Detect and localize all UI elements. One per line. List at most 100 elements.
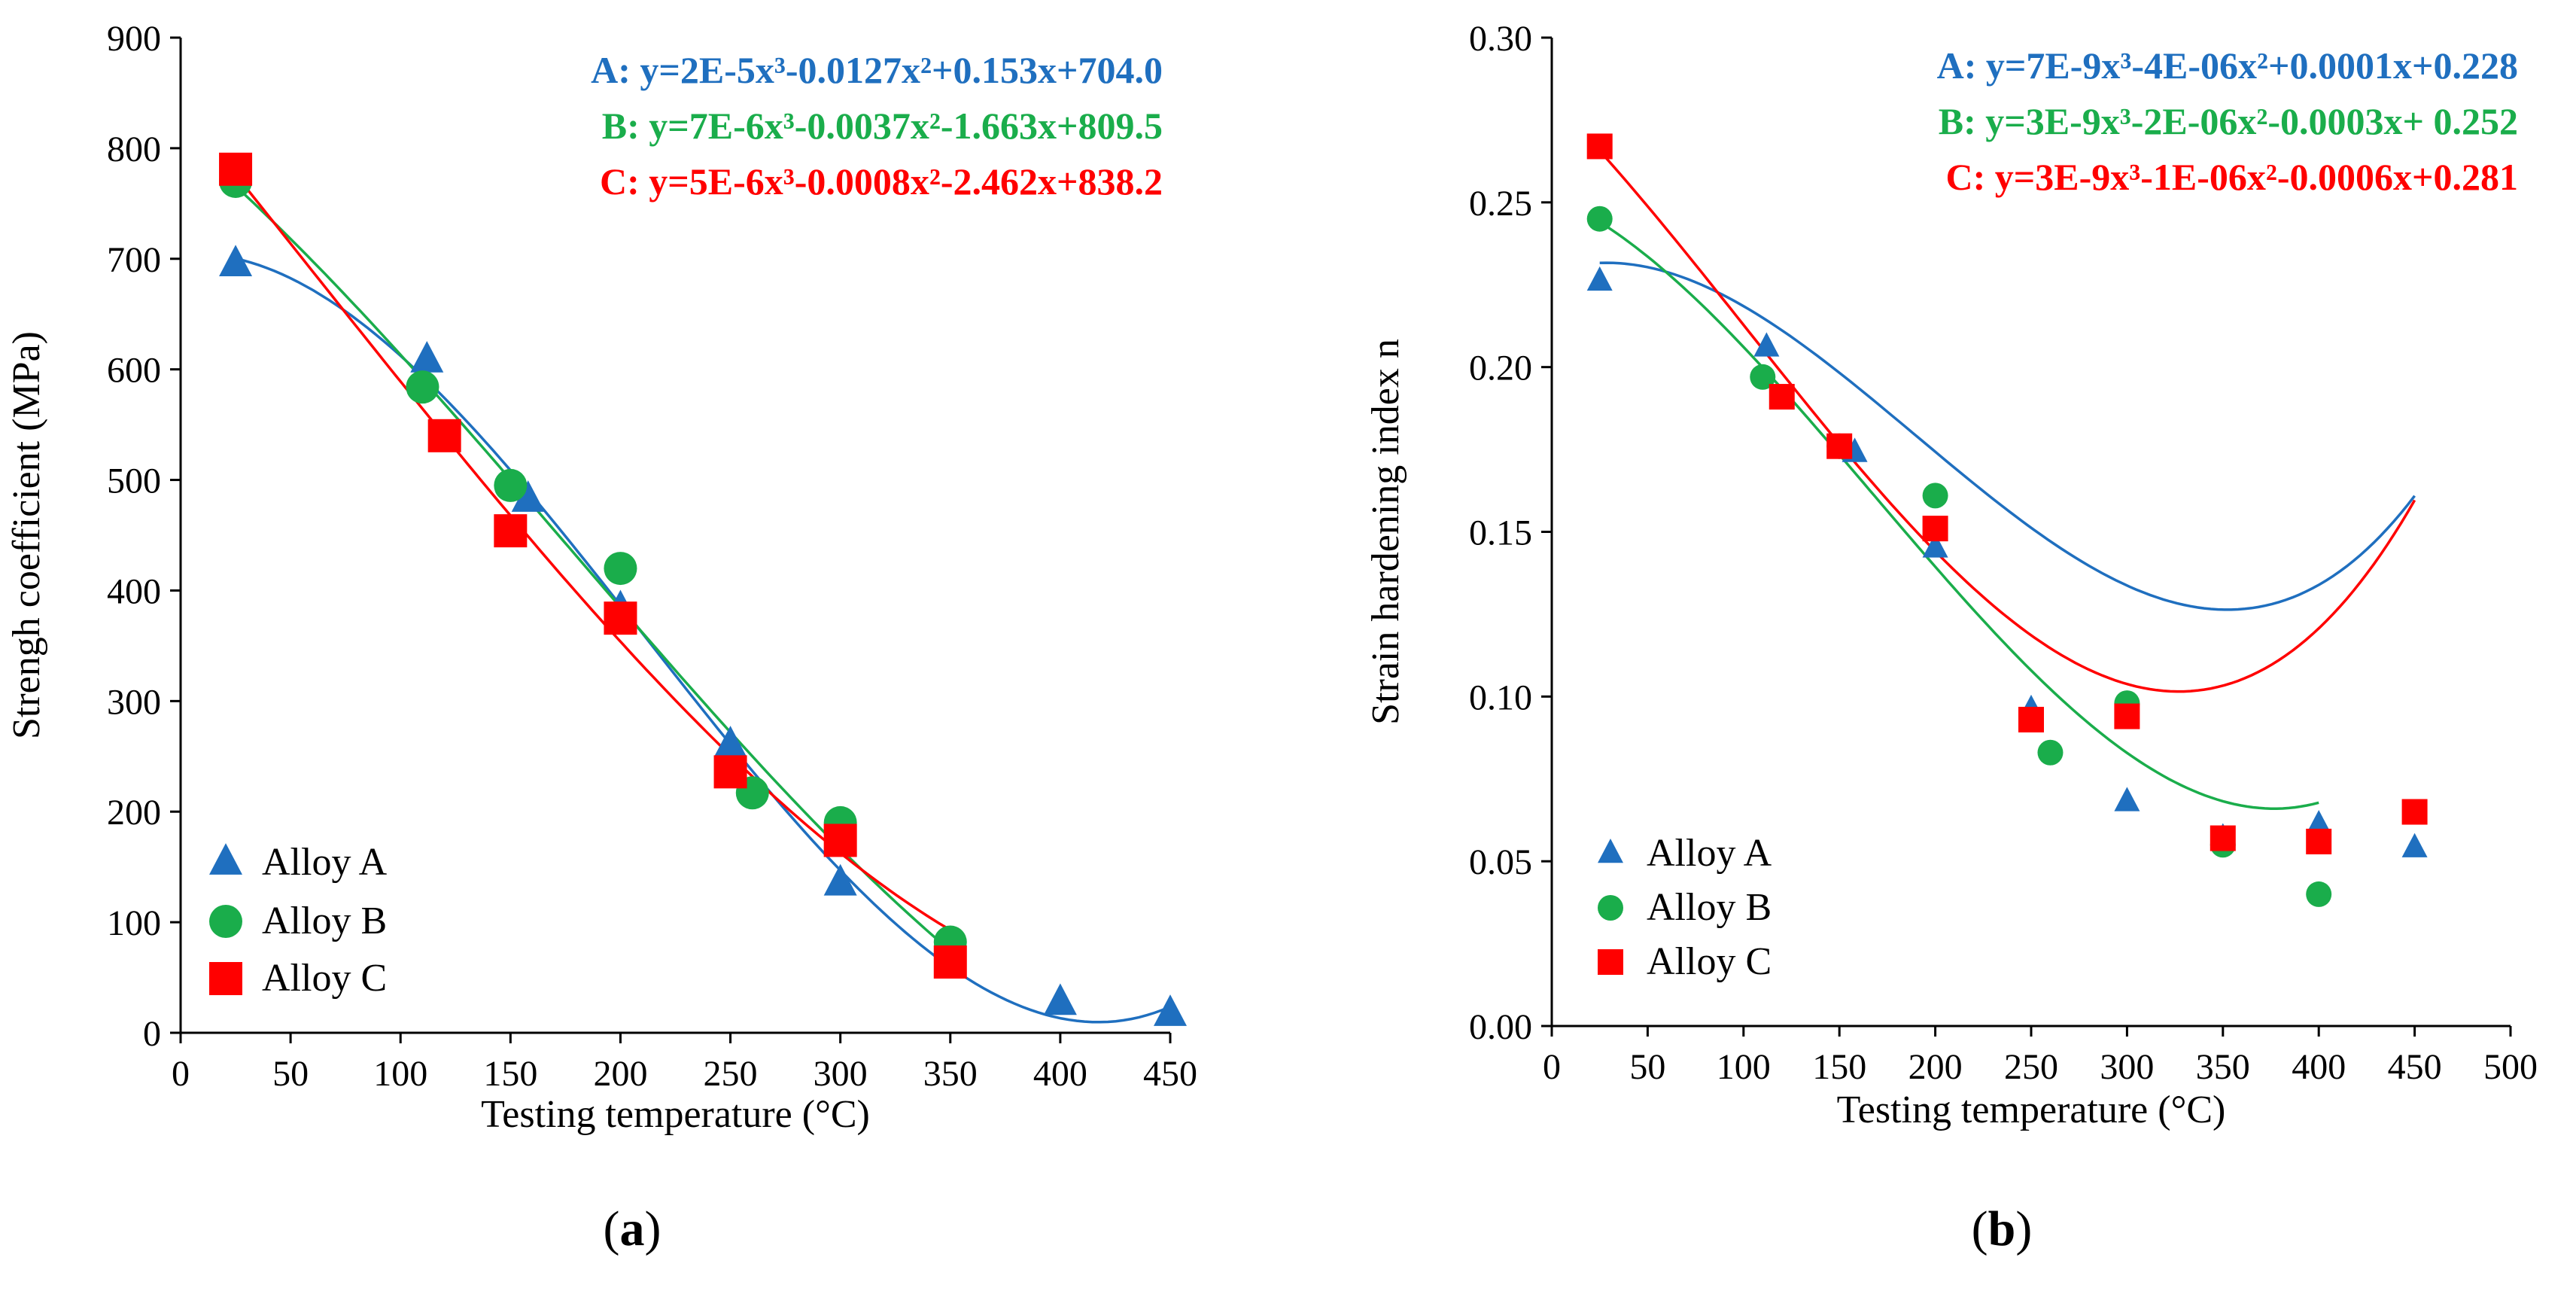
data-point-triangle: [219, 245, 253, 277]
y-tick-label: 0.20: [1469, 349, 1532, 388]
data-point-square: [219, 152, 253, 186]
y-tick-label: 500: [107, 461, 161, 501]
legend-marker-triangle: [1598, 838, 1623, 863]
legend-marker-triangle: [209, 843, 242, 875]
data-point-triangle: [1154, 994, 1187, 1026]
data-point-triangle: [2306, 809, 2332, 835]
x-tick-label: 300: [2100, 1047, 2154, 1087]
data-point-triangle: [1586, 266, 1613, 291]
y-tick-label: 0: [143, 1014, 161, 1054]
data-point-circle: [406, 370, 439, 404]
panel-label: (b): [1972, 1201, 2033, 1256]
fit-equation: A: y=2E-5x³-0.0127x²+0.153x+704.0: [591, 49, 1163, 91]
data-point-square: [1922, 516, 1948, 542]
data-point-circle: [494, 468, 528, 502]
data-point-square: [2306, 828, 2332, 854]
data-point-triangle: [713, 726, 747, 757]
data-point-square: [494, 514, 528, 548]
data-point-circle: [2306, 881, 2332, 907]
y-tick-label: 0.30: [1469, 19, 1532, 59]
fit-equation: A: y=7E-9x³-4E-06x²+0.0001x+0.228: [1937, 44, 2518, 87]
trendline-square: [1598, 150, 2416, 693]
data-point-square: [2018, 706, 2044, 732]
x-tick-label: 250: [2004, 1047, 2058, 1087]
data-point-triangle: [511, 480, 545, 512]
data-point-triangle: [823, 863, 857, 896]
x-axis-title: Testing temperature (°C): [481, 1093, 870, 1136]
fit-equation: C: y=3E-9x³-1E-06x²-0.0006x+0.281: [1945, 156, 2518, 198]
y-tick-label: 0.15: [1469, 513, 1532, 553]
legend-label: Alloy B: [262, 900, 387, 942]
data-point-triangle: [1922, 533, 1948, 558]
x-tick-label: 150: [483, 1054, 537, 1094]
data-point-square: [2401, 799, 2428, 825]
series-3-points: [219, 152, 967, 979]
x-tick-label: 500: [2483, 1047, 2538, 1087]
x-tick-label: 50: [272, 1054, 309, 1094]
x-tick-label: 350: [923, 1054, 978, 1094]
data-point-square: [823, 824, 857, 857]
y-tick-label: 300: [107, 682, 161, 722]
data-point-triangle: [2401, 833, 2428, 857]
data-point-square: [427, 419, 461, 452]
data-point-circle: [1922, 483, 1948, 509]
series-1-points: [1586, 266, 2428, 857]
y-tick-label: 0.25: [1469, 184, 1532, 224]
fit-equation: C: y=5E-6x³-0.0008x²-2.462x+838.2: [600, 160, 1163, 202]
x-tick-label: 400: [2292, 1047, 2346, 1087]
legend: Alloy A Alloy B Alloy C: [1598, 832, 1772, 983]
legend-label: Alloy A: [1647, 832, 1772, 875]
series-2-points: [1586, 206, 2332, 907]
y-tick-label: 100: [107, 903, 161, 943]
data-point-circle: [1586, 206, 1613, 232]
legend-marker-circle: [1598, 895, 1623, 921]
data-point-circle: [604, 552, 637, 586]
data-point-square: [1586, 133, 1613, 160]
y-tick-label: 0.10: [1469, 677, 1532, 717]
x-tick-label: 150: [1812, 1047, 1866, 1087]
trendline-triangle: [235, 257, 1171, 1024]
data-point-square: [933, 945, 967, 979]
y-axis-title: Strengh coefficient (MPa): [5, 331, 48, 739]
data-point-square: [713, 755, 747, 789]
legend-marker-square: [209, 962, 242, 995]
x-tick-label: 100: [1717, 1047, 1771, 1087]
data-point-square: [1826, 433, 1853, 459]
series-3-points: [1586, 133, 2428, 854]
x-tick-label: 300: [814, 1054, 868, 1094]
fit-equation: B: y=7E-6x³-0.0037x²-1.663x+809.5: [602, 105, 1163, 147]
data-point-square: [1769, 384, 1795, 410]
x-tick-label: 200: [593, 1054, 647, 1094]
legend-label: Alloy B: [1647, 886, 1772, 929]
x-tick-label: 450: [1143, 1054, 1197, 1094]
y-axis-title: Strain hardening index n: [1364, 339, 1407, 725]
x-tick-label: 0: [1543, 1047, 1561, 1087]
trendline-circle: [1598, 221, 2319, 810]
legend-label: Alloy C: [1647, 940, 1772, 983]
data-point-triangle: [1753, 332, 1780, 357]
trendline-triangle: [1599, 261, 2416, 611]
x-tick-label: 50: [1629, 1047, 1665, 1087]
data-point-triangle: [410, 340, 444, 373]
legend: Alloy A Alloy B Alloy C: [209, 841, 388, 1000]
legend-marker-square: [1598, 949, 1623, 975]
x-tick-label: 350: [2196, 1047, 2250, 1087]
data-point-square: [2114, 703, 2140, 729]
x-tick-label: 100: [373, 1054, 427, 1094]
y-tick-label: 0.05: [1469, 842, 1532, 882]
x-tick-label: 450: [2388, 1047, 2442, 1087]
panel-label: (a): [604, 1201, 661, 1256]
data-point-square: [604, 601, 637, 635]
data-point-circle: [1750, 364, 1776, 390]
data-point-triangle: [2114, 787, 2140, 811]
data-point-circle: [2037, 739, 2064, 766]
legend-label: Alloy C: [262, 957, 387, 1000]
x-tick-label: 250: [704, 1054, 758, 1094]
y-tick-label: 200: [107, 793, 161, 833]
x-tick-label: 200: [1908, 1047, 1963, 1087]
y-tick-label: 400: [107, 571, 161, 611]
panel-a: 0 50 100 150 200 250 300 350 400 450 0 100 200 300 400…: [5, 19, 1197, 1256]
y-tick-label: 700: [107, 240, 161, 280]
x-axis-title: Testing temperature (°C): [1837, 1088, 2226, 1131]
